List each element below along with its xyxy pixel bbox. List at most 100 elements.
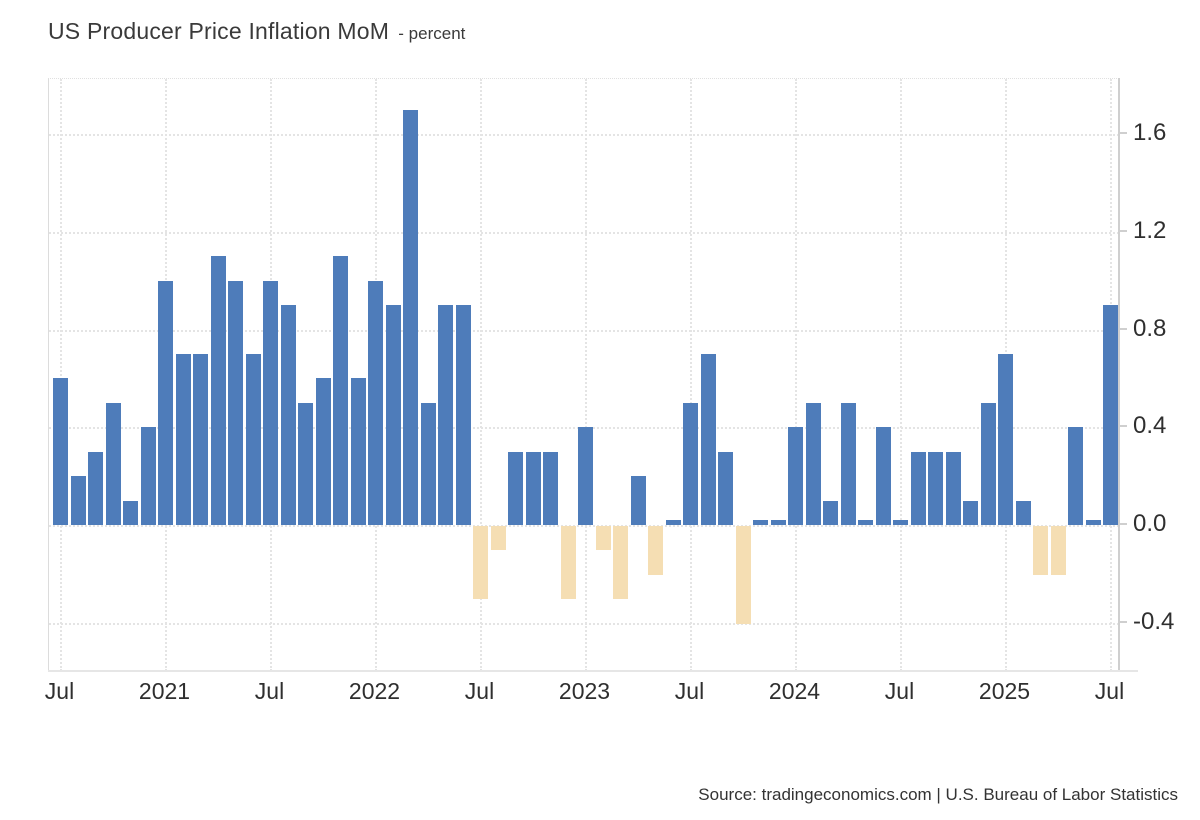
bar-2022-08[interactable]: [490, 526, 506, 551]
x-tick-label-Jul-48: Jul: [884, 678, 915, 704]
bar-2021-07[interactable]: [263, 280, 278, 525]
bar-2022-10[interactable]: [525, 451, 541, 525]
bar-2021-01[interactable]: [158, 280, 173, 525]
bar-2022-03[interactable]: [403, 109, 418, 525]
x-tick-label-2024-42: 2024: [768, 678, 821, 704]
bar-2020-10[interactable]: [105, 402, 121, 525]
h-gridline--0.4: [49, 622, 1119, 625]
bar-2024-11[interactable]: [963, 500, 978, 525]
bar-2020-11[interactable]: [123, 500, 138, 525]
bar-2022-07[interactable]: [473, 526, 488, 600]
v-gridline-2024: [794, 79, 797, 671]
source-credit: Source: tradingeconomics.com | U.S. Bure…: [698, 785, 1178, 804]
bar-2024-04[interactable]: [840, 402, 856, 525]
bar-2024-09[interactable]: [928, 451, 943, 525]
bar-2021-03[interactable]: [193, 354, 208, 525]
bar-2024-12[interactable]: [980, 402, 996, 525]
bar-2025-02[interactable]: [1015, 500, 1031, 525]
bar-2024-03[interactable]: [823, 500, 838, 525]
y-tick-label--0.4: -0.4: [1133, 607, 1175, 635]
bar-2023-10[interactable]: [735, 526, 751, 624]
bar-2024-08[interactable]: [910, 451, 926, 525]
x-tick-label-Jul-12: Jul: [254, 678, 285, 704]
x-tick-label-2025-54: 2025: [978, 678, 1031, 704]
bar-2022-01[interactable]: [368, 280, 383, 525]
x-tick-label-2023-30: 2023: [558, 678, 611, 704]
y-tick-1.2: [1118, 229, 1127, 232]
bar-2024-05[interactable]: [858, 520, 873, 525]
bar-2023-12[interactable]: [770, 520, 786, 525]
y-tick-label-1.6: 1.6: [1133, 119, 1167, 147]
y-tick--0.4: [1118, 620, 1127, 623]
x-tick-label-Jul-60: Jul: [1094, 678, 1125, 704]
chart-subtitle: - percent: [398, 24, 466, 43]
chart-title: US Producer Price Inflation MoM: [48, 18, 390, 44]
bar-2023-03[interactable]: [613, 526, 628, 600]
bar-2022-05[interactable]: [438, 305, 453, 525]
y-tick-0.0: [1118, 523, 1127, 525]
bar-2025-04[interactable]: [1050, 526, 1066, 575]
bar-2021-06[interactable]: [245, 354, 261, 525]
y-axis-line: [1118, 78, 1120, 672]
y-tick-label-0.8: 0.8: [1133, 314, 1167, 342]
v-gridline-Jul: [59, 79, 62, 671]
bar-2025-07[interactable]: [1103, 305, 1118, 525]
bar-2022-04[interactable]: [420, 402, 436, 525]
x-tick-label-Jul-24: Jul: [464, 678, 495, 704]
y-tick-0.4: [1118, 425, 1127, 428]
h-gridline-1.2: [49, 231, 1119, 234]
bar-2023-02[interactable]: [595, 526, 611, 551]
bar-2021-09[interactable]: [298, 402, 313, 525]
bar-2020-07[interactable]: [53, 378, 68, 525]
x-axis-line: [48, 670, 1138, 672]
bar-2025-03[interactable]: [1033, 526, 1048, 575]
x-tick-label-Jul-0: Jul: [44, 678, 75, 704]
y-tick-label-1.2: 1.2: [1133, 216, 1167, 244]
v-gridline-Jul: [479, 79, 482, 671]
bar-2021-08[interactable]: [280, 305, 296, 525]
bar-2025-06[interactable]: [1085, 520, 1101, 525]
y-tick-0.8: [1118, 327, 1127, 330]
chart-title-block: US Producer Price Inflation MoM - percen…: [48, 18, 465, 45]
x-tick-label-2022-18: 2022: [348, 678, 401, 704]
v-gridline-Jul: [899, 79, 902, 671]
bar-2020-08[interactable]: [70, 476, 86, 525]
bar-2021-12[interactable]: [350, 378, 366, 525]
bar-2022-12[interactable]: [560, 526, 576, 600]
bar-2021-02[interactable]: [175, 354, 191, 525]
bar-2023-08[interactable]: [700, 354, 716, 525]
bar-2024-07[interactable]: [893, 520, 908, 525]
y-tick-1.6: [1118, 132, 1127, 135]
bar-2020-12[interactable]: [140, 427, 156, 525]
y-tick-label-0.4: 0.4: [1133, 412, 1167, 440]
bar-2023-01[interactable]: [578, 427, 593, 525]
bar-2022-11[interactable]: [543, 451, 558, 525]
bar-2024-06[interactable]: [875, 427, 891, 525]
bar-2021-10[interactable]: [315, 378, 331, 525]
bar-2021-05[interactable]: [228, 280, 243, 525]
v-gridline-Jul: [689, 79, 692, 671]
bar-2023-06[interactable]: [665, 520, 681, 525]
bar-2020-09[interactable]: [88, 451, 103, 525]
bar-2024-02[interactable]: [805, 402, 821, 525]
bar-2023-05[interactable]: [648, 526, 663, 575]
v-gridline-2023: [584, 79, 587, 671]
bar-2023-07[interactable]: [683, 402, 698, 525]
bar-2024-10[interactable]: [945, 451, 961, 525]
plot-area: [48, 78, 1119, 671]
x-tick-label-Jul-36: Jul: [674, 678, 705, 704]
bar-2022-02[interactable]: [385, 305, 401, 525]
bar-2024-01[interactable]: [788, 427, 803, 525]
bar-2021-11[interactable]: [333, 256, 348, 525]
bar-2023-11[interactable]: [753, 520, 768, 525]
bar-2022-06[interactable]: [455, 305, 471, 525]
bar-2023-09[interactable]: [718, 451, 733, 525]
bar-2023-04[interactable]: [630, 476, 646, 525]
y-tick-label-0.0: 0.0: [1133, 510, 1167, 537]
h-gridline-0.0: [49, 525, 1119, 527]
bar-2021-04[interactable]: [210, 256, 226, 525]
bar-2025-01[interactable]: [998, 354, 1013, 525]
bar-2022-09[interactable]: [508, 451, 523, 525]
bar-2025-05[interactable]: [1068, 427, 1083, 525]
